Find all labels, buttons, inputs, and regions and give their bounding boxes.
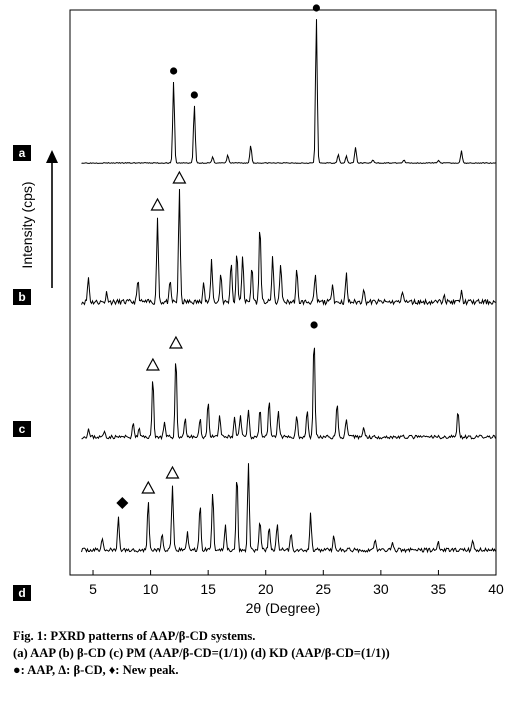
bcd-marker xyxy=(172,170,187,184)
panel-letter-b: b xyxy=(18,290,25,304)
x-axis-label: 2θ (Degree) xyxy=(246,600,321,616)
x-tick-label: 25 xyxy=(316,581,332,597)
panel-letter-a: a xyxy=(19,146,26,160)
panel-box-c xyxy=(13,421,31,437)
x-tick-label: 35 xyxy=(431,581,447,597)
trace-d xyxy=(81,463,496,554)
aap-marker xyxy=(190,91,198,99)
caption-legend: (a) AAP (b) β-CD (c) PM (AAP/β-CD=(1/1))… xyxy=(13,646,390,660)
x-tick-label: 40 xyxy=(488,581,504,597)
bcd-marker xyxy=(145,357,160,371)
x-tick-label: 30 xyxy=(373,581,389,597)
y-axis-label: Intensity (cps) xyxy=(19,181,35,268)
panel-letter-d: d xyxy=(18,586,25,600)
peak-markers xyxy=(116,4,320,509)
aap-marker xyxy=(310,321,318,329)
panel-letters: a b c d xyxy=(13,145,31,601)
aap-marker xyxy=(312,4,320,12)
x-tick-label: 10 xyxy=(143,581,159,597)
x-axis-ticks: 5 10 15 20 25 30 35 40 xyxy=(89,570,504,597)
new-peak-marker xyxy=(116,497,129,509)
x-tick-label: 5 xyxy=(89,581,97,597)
bcd-marker xyxy=(141,480,156,494)
bcd-marker xyxy=(168,335,183,349)
trace-b xyxy=(81,188,496,307)
trace-a xyxy=(81,19,496,164)
plot-frame xyxy=(69,9,497,576)
x-tick-label: 20 xyxy=(258,581,274,597)
intensity-arrow xyxy=(46,150,58,288)
panel-box-b xyxy=(13,289,31,305)
bcd-marker xyxy=(150,197,165,211)
caption-title: Fig. 1: PXRD patterns of AAP/β-CD system… xyxy=(13,629,256,643)
panel-letter-c: c xyxy=(19,422,26,436)
diffraction-traces xyxy=(81,19,496,554)
panel-box-d xyxy=(13,585,31,601)
trace-c xyxy=(81,347,496,441)
aap-marker xyxy=(170,67,178,75)
figure-caption: Fig. 1: PXRD patterns of AAP/β-CD system… xyxy=(13,628,508,679)
panel-box-a xyxy=(13,145,31,161)
caption-markers: ●: AAP, Δ: β-CD, ♦: New peak. xyxy=(13,663,179,677)
bcd-marker xyxy=(165,465,180,479)
x-tick-label: 15 xyxy=(200,581,216,597)
